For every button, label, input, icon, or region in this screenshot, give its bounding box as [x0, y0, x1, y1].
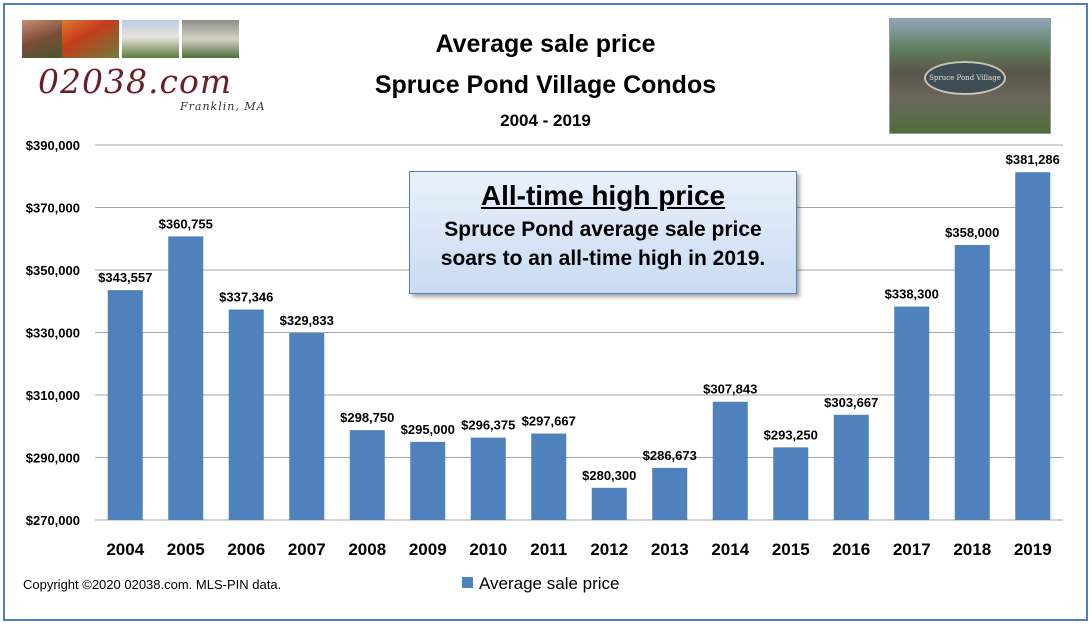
x-tick-label-2013: 2013	[651, 540, 689, 559]
data-label-2010: $296,375	[461, 418, 515, 433]
data-label-2018: $358,000	[945, 225, 999, 240]
annotation-body-line1: Spruce Pond average sale price	[444, 218, 762, 241]
x-tick-label-2009: 2009	[409, 540, 447, 559]
chart-subtitle: 2004 - 2019	[500, 111, 591, 130]
bar-2006	[228, 309, 264, 520]
bar-2007	[289, 333, 325, 520]
x-axis: 2004 2005 2006 2007 2008 2009 2010 2011 2012 2013…	[106, 540, 1051, 559]
x-tick-label-2014: 2014	[711, 540, 749, 559]
x-tick-label-2010: 2010	[469, 540, 507, 559]
bar-2012	[591, 487, 627, 520]
x-tick-label-2006: 2006	[227, 540, 265, 559]
bar-2019	[1015, 172, 1051, 520]
bar-2014	[712, 401, 748, 520]
y-tick-label: $310,000	[26, 388, 80, 403]
x-tick-label-2008: 2008	[348, 540, 386, 559]
bar-2010	[470, 437, 506, 520]
y-tick-label: $270,000	[26, 513, 80, 528]
bar-2015	[773, 447, 809, 520]
y-tick-label: $290,000	[26, 451, 80, 466]
y-axis: $270,000 $290,000 $310,000 $330,000 $350,000…	[26, 138, 80, 528]
bar-2018	[954, 245, 990, 520]
data-label-2011: $297,667	[522, 414, 576, 429]
bar-2009	[410, 441, 446, 520]
sign-plate: Spruce Pond Village	[924, 61, 1006, 95]
annotation-body-line2: soars to an all-time high in 2019.	[440, 247, 766, 270]
bar-2005	[168, 236, 204, 520]
data-label-2007: $329,833	[280, 313, 334, 328]
data-label-2016: $303,667	[824, 395, 878, 410]
data-label-2008: $298,750	[340, 410, 394, 425]
y-tick-label: $390,000	[26, 138, 80, 153]
bar-2004	[107, 290, 143, 520]
y-tick-label: $330,000	[26, 326, 80, 341]
legend: Average sale price	[462, 574, 620, 594]
site-logo-location: Franklin, MA	[180, 100, 266, 113]
legend-label: Average sale price	[479, 574, 620, 593]
data-label-2009: $295,000	[401, 422, 455, 437]
bars	[107, 172, 1051, 520]
entrance-sign-photo: Spruce Pond Village	[889, 18, 1051, 134]
data-label-2015: $293,250	[764, 427, 818, 442]
photo-statue	[182, 20, 239, 58]
data-label-2019: $381,286	[1006, 152, 1060, 167]
x-tick-label-2018: 2018	[953, 540, 991, 559]
bar-2016	[833, 414, 869, 520]
data-label-2005: $360,755	[159, 216, 213, 231]
x-tick-label-2011: 2011	[530, 540, 567, 559]
data-label-2006: $337,346	[219, 290, 273, 305]
data-label-2017: $338,300	[885, 287, 939, 302]
data-label-2004: $343,557	[98, 270, 152, 285]
annotation-callout: All-time high price Spruce Pond average …	[409, 171, 797, 294]
x-tick-label-2004: 2004	[106, 540, 144, 559]
sign-text: Spruce Pond Village	[929, 74, 1001, 82]
x-tick-label-2016: 2016	[832, 540, 870, 559]
data-label-2012: $280,300	[582, 468, 636, 483]
x-tick-label-2017: 2017	[893, 540, 931, 559]
x-tick-label-2015: 2015	[772, 540, 810, 559]
data-label-2013: $286,673	[643, 448, 697, 463]
x-tick-label-2005: 2005	[167, 540, 205, 559]
data-labels: $343,557 $360,755 $337,346 $329,833 $298,750…	[98, 152, 1060, 483]
data-label-2014: $307,843	[703, 382, 757, 397]
y-tick-label: $370,000	[26, 201, 80, 216]
copyright-note: Copyright ©2020 02038.com. MLS-PIN data.	[23, 577, 282, 592]
chart-title-line1: Average sale price	[435, 30, 656, 58]
y-tick-label: $350,000	[26, 263, 80, 278]
bar-2013	[652, 467, 688, 520]
chart-title-line2: Spruce Pond Village Condos	[374, 71, 717, 99]
annotation-heading: All-time high price	[480, 180, 726, 211]
photo-house	[122, 20, 179, 58]
x-tick-label-2019: 2019	[1014, 540, 1052, 559]
legend-swatch	[462, 577, 473, 588]
x-tick-label-2012: 2012	[590, 540, 628, 559]
x-tick-label-2007: 2007	[288, 540, 326, 559]
bar-2008	[349, 430, 385, 520]
site-logo: 02038.com	[38, 62, 233, 101]
bar-2011	[531, 433, 567, 520]
bar-2017	[894, 306, 930, 520]
photo-autumn-trees	[62, 20, 119, 58]
